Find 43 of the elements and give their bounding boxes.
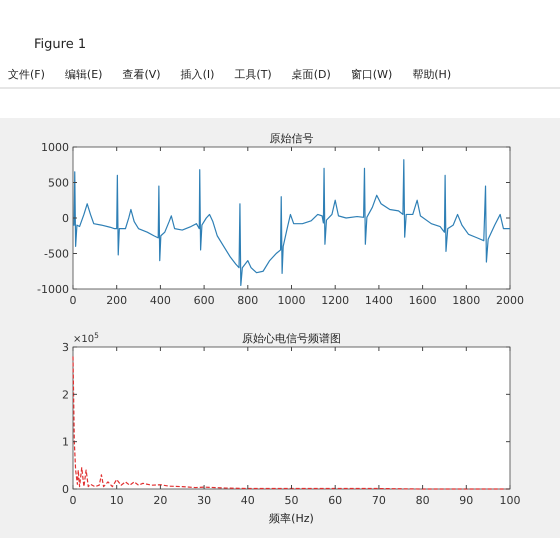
x-tick-label: 70 bbox=[372, 494, 386, 507]
x-tick-label: 200 bbox=[106, 294, 128, 307]
x-tick-label: 1600 bbox=[408, 294, 437, 307]
chart-title: 原始心电信号频谱图 bbox=[242, 332, 341, 345]
text: 编辑(E) bbox=[64, 68, 102, 81]
text: 帮助(H) bbox=[412, 68, 452, 81]
y-tick-label: 0 bbox=[62, 483, 69, 496]
text: 文件(F) bbox=[8, 68, 45, 81]
x-tick-label: 2000 bbox=[496, 294, 524, 307]
x-tick-label: 800 bbox=[237, 294, 258, 307]
y-tick-label: -500 bbox=[44, 248, 69, 260]
x-tick-label: 40 bbox=[240, 494, 255, 507]
text: ×10$^{5}$ bbox=[73, 330, 100, 345]
chart-title: 原始信号 bbox=[270, 132, 314, 145]
y-tick-label: -1000 bbox=[37, 283, 69, 296]
x-tick-label: 1400 bbox=[364, 294, 393, 307]
text: 窗口(W) bbox=[350, 68, 392, 81]
x-tick-label: 30 bbox=[197, 494, 212, 507]
y-tick-label: 2 bbox=[62, 388, 69, 402]
text: 插入(I) bbox=[180, 68, 214, 81]
x-tick-label: 50 bbox=[284, 494, 298, 507]
x-tick-label: 10 bbox=[110, 494, 124, 507]
x-tick-label: 60 bbox=[328, 494, 342, 507]
x-tick-label: 90 bbox=[459, 494, 474, 507]
x-tick-label: 600 bbox=[194, 294, 215, 307]
y-tick-label: 500 bbox=[48, 176, 69, 190]
text: Figure 1 bbox=[34, 37, 86, 52]
x-tick-label: 1000 bbox=[278, 294, 306, 307]
y-tick-label: 1000 bbox=[41, 141, 69, 154]
text: 查看(V) bbox=[122, 68, 161, 81]
x-axis-title: 频率(Hz) bbox=[269, 512, 314, 525]
x-tick-label: 1200 bbox=[321, 294, 350, 307]
x-tick-label: 20 bbox=[153, 494, 168, 507]
y-tick-label: 0 bbox=[62, 212, 69, 225]
line-series bbox=[72, 159, 511, 286]
text: 桌面(D) bbox=[292, 68, 331, 81]
x-tick-label: 80 bbox=[416, 494, 430, 507]
y-tick-label: 1 bbox=[62, 436, 69, 449]
x-tick-label: 100 bbox=[500, 494, 520, 507]
x-tick-label: 400 bbox=[150, 294, 171, 307]
y-tick-label: 3 bbox=[62, 341, 69, 354]
x-tick-label: 1800 bbox=[452, 294, 480, 307]
text: 工具(T) bbox=[234, 68, 272, 81]
